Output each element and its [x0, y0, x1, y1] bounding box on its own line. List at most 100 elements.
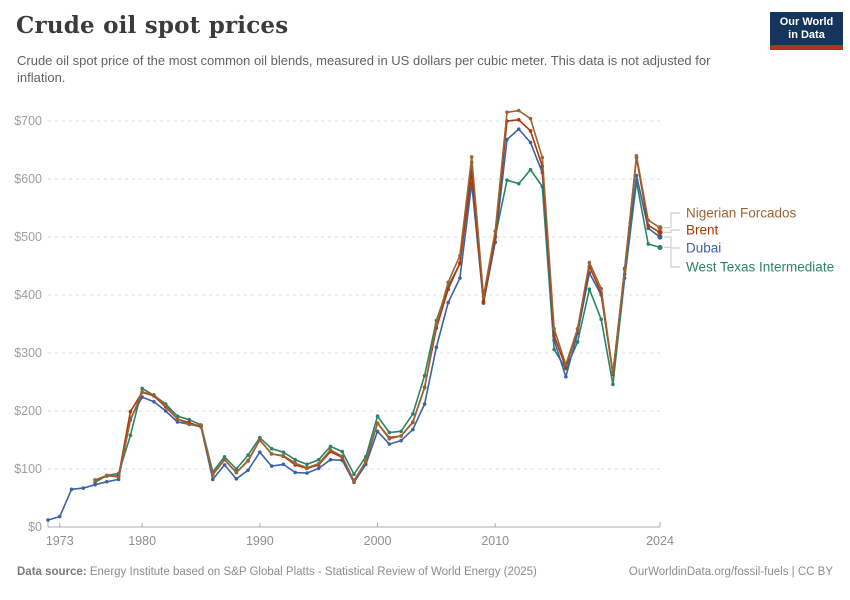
series-point-west-texas-intermediate-1979: [128, 433, 133, 438]
series-point-dubai-2023: [646, 226, 651, 231]
legend-connector-west-texas-intermediate: [664, 246, 680, 268]
series-point-dubai-1982: [163, 409, 168, 413]
series-point-brent-2009: [481, 300, 486, 304]
series-point-nigerian-forcados-1985: [199, 423, 203, 428]
x-tick-label-2010: 2010: [481, 534, 509, 548]
legend-label-west-texas-intermediate[interactable]: West Texas Intermediate: [686, 260, 834, 275]
x-tick-label-1973: 1973: [46, 534, 74, 548]
series-point-west-texas-intermediate-2001: [387, 430, 392, 435]
series-point-nigerian-forcados-1991: [269, 452, 274, 456]
series-point-west-texas-intermediate-2023: [646, 242, 651, 246]
series-point-west-texas-intermediate-2002: [399, 429, 403, 434]
series-point-dubai-1977: [105, 479, 109, 484]
series-point-dubai-2003: [411, 427, 415, 432]
series-point-brent-2012: [516, 118, 521, 122]
series-point-dubai-1989: [246, 468, 250, 472]
series-point-nigerian-forcados-2023: [646, 218, 651, 222]
series-point-nigerian-forcados-2002: [399, 434, 403, 438]
series-point-west-texas-intermediate-1991: [269, 446, 274, 451]
series-point-dubai-1981: [152, 399, 156, 404]
series-point-nigerian-forcados-1993: [293, 461, 297, 466]
series-point-dubai-1972: [46, 518, 50, 522]
series-line-brent[interactable]: [94, 119, 661, 482]
series-point-nigerian-forcados-2000: [375, 421, 380, 425]
series-endpoint-nigerian-forcados: [657, 225, 663, 231]
series-point-dubai-2013: [528, 140, 533, 145]
series-point-nigerian-forcados-1992: [281, 453, 286, 458]
y-tick-label-400: $400: [14, 288, 42, 302]
series-point-dubai-2012: [516, 127, 521, 131]
series-point-west-texas-intermediate-1998: [352, 472, 356, 477]
page-title: Crude oil spot prices: [16, 12, 289, 39]
series-point-dubai-1988: [234, 477, 239, 481]
owid-logo-line2: in Data: [788, 29, 825, 41]
series-point-west-texas-intermediate-1989: [246, 453, 250, 457]
series-point-dubai-2005: [434, 345, 439, 350]
y-tick-label-500: $500: [14, 230, 42, 244]
series-point-nigerian-forcados-2021: [622, 267, 627, 272]
legend-label-dubai[interactable]: Dubai: [686, 241, 721, 256]
series-point-nigerian-forcados-2003: [411, 420, 415, 425]
series-line-west-texas-intermediate[interactable]: [94, 161, 661, 483]
series-point-nigerian-forcados-2022: [634, 154, 639, 158]
series-point-nigerian-forcados-1995: [316, 461, 321, 466]
y-tick-label-100: $100: [14, 462, 42, 476]
legend-connector-brent: [664, 229, 680, 233]
series-point-dubai-1991: [269, 464, 274, 468]
series-point-west-texas-intermediate-2000: [375, 414, 380, 419]
series-point-dubai-1973: [57, 514, 62, 519]
series-point-west-texas-intermediate-1997: [340, 449, 345, 454]
series-point-dubai-1994: [305, 471, 309, 475]
owid-logo-text: Our World in Data: [770, 12, 843, 45]
series-point-dubai-2004: [422, 402, 427, 406]
series-point-dubai-1990: [258, 450, 262, 454]
series-point-nigerian-forcados-1979: [128, 418, 133, 423]
legend-label-nigerian-forcados[interactable]: Nigerian Forcados: [686, 206, 797, 221]
series-endpoint-brent: [657, 229, 663, 235]
series-point-dubai-1992: [281, 462, 286, 467]
series-point-dubai-1986: [210, 477, 215, 482]
x-tick-label-1990: 1990: [246, 534, 274, 548]
series-point-dubai-1974: [69, 487, 74, 492]
series-point-dubai-1996: [328, 457, 333, 462]
legend-label-brent[interactable]: Brent: [686, 223, 719, 238]
y-tick-label-0: $0: [28, 520, 42, 534]
series-point-brent-2015: [552, 333, 556, 338]
series-point-west-texas-intermediate-2011: [505, 178, 509, 182]
series-point-nigerian-forcados-1978: [116, 475, 121, 479]
series-point-nigerian-forcados-1983: [175, 417, 180, 421]
x-tick-label-2024: 2024: [646, 534, 674, 548]
series-point-west-texas-intermediate-2003: [411, 412, 415, 416]
license-link[interactable]: OurWorldinData.org/fossil-fuels | CC BY: [628, 566, 833, 578]
y-tick-label-300: $300: [14, 346, 42, 360]
series-point-dubai-2022: [634, 173, 639, 178]
series-point-brent-2007: [458, 261, 462, 265]
series-point-west-texas-intermediate-1996: [328, 444, 333, 449]
series-line-dubai[interactable]: [47, 128, 661, 521]
series-point-nigerian-forcados-2020: [611, 371, 615, 376]
series-point-nigerian-forcados-2019: [599, 286, 603, 291]
series-point-west-texas-intermediate-1984: [187, 417, 192, 422]
series-point-nigerian-forcados-2009: [481, 294, 486, 298]
series-point-nigerian-forcados-2010: [493, 229, 498, 233]
series-point-nigerian-forcados-1976: [93, 478, 97, 482]
series-point-nigerian-forcados-2001: [387, 437, 392, 441]
series-point-brent-1979: [128, 409, 133, 414]
owid-logo[interactable]: Our World in Data: [770, 12, 843, 50]
series-point-nigerian-forcados-1999: [363, 459, 368, 464]
series-point-nigerian-forcados-1982: [163, 403, 168, 408]
series-point-nigerian-forcados-1986: [210, 472, 215, 477]
series-point-west-texas-intermediate-1988: [234, 467, 239, 471]
series-point-west-texas-intermediate-1987: [222, 455, 227, 459]
series-point-dubai-2011: [505, 137, 509, 142]
series-line-nigerian-forcados[interactable]: [94, 109, 661, 483]
series-point-dubai-2000: [375, 429, 380, 434]
series-point-nigerian-forcados-2008: [469, 155, 474, 159]
series-point-west-texas-intermediate-2019: [599, 317, 603, 322]
legend-connector-dubai: [664, 236, 680, 249]
series-point-dubai-2002: [399, 438, 403, 443]
series-point-west-texas-intermediate-2015: [552, 347, 556, 352]
series-point-nigerian-forcados-2015: [552, 326, 556, 331]
series-point-dubai-1983: [175, 420, 180, 424]
